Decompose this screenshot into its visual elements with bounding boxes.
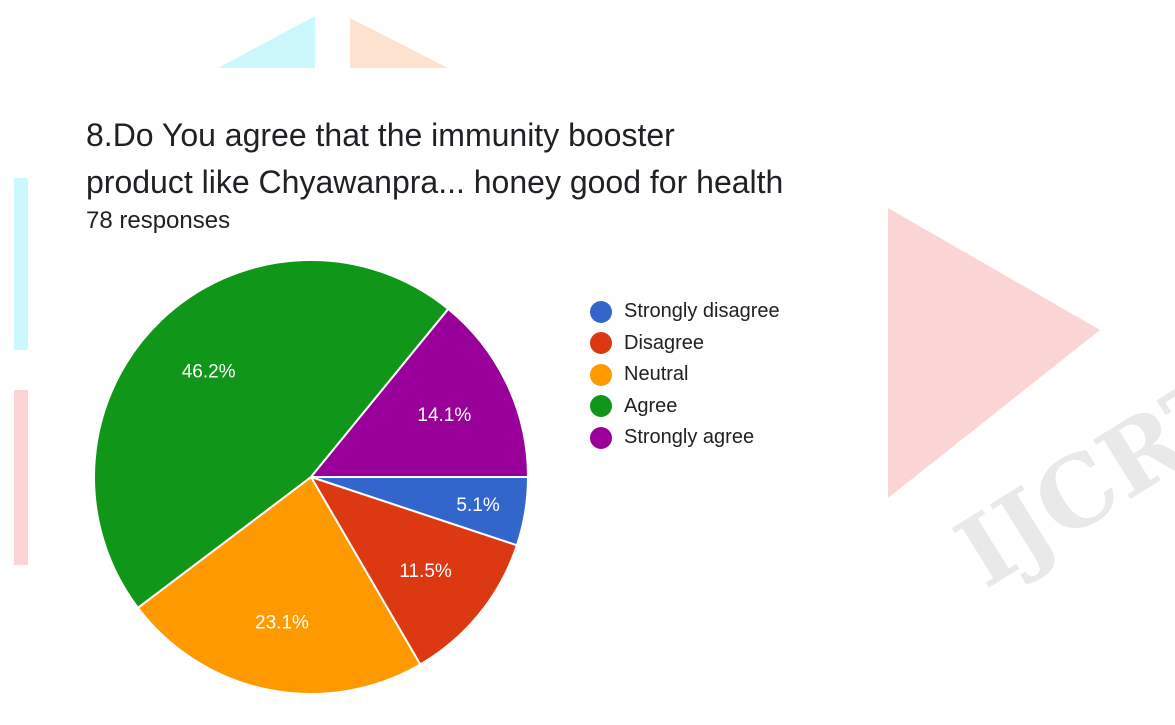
legend-item-strongly-disagree: Strongly disagree (590, 296, 780, 328)
chart-title: 8.Do You agree that the immunity booster… (86, 112, 846, 206)
chart-title-line-2: product like Chyawanpra... honey good fo… (86, 164, 784, 200)
legend-item-agree: Agree (590, 391, 780, 423)
legend-label: Disagree (624, 331, 705, 354)
chart-legend: Strongly disagree Disagree Neutral Agree… (590, 296, 780, 454)
pie-slice-agree (93, 259, 450, 610)
pie-data-label-agree: 46.2% (182, 362, 236, 383)
legend-item-disagree: Disagree (590, 328, 780, 360)
pie-data-label-strongly-disagree: 5.1% (456, 495, 499, 516)
pie-slice-disagree (308, 475, 519, 666)
pie-slice-strongly-agree (308, 307, 530, 478)
legend-swatch-strongly-agree (590, 426, 612, 449)
pie-data-label-disagree: 11.5% (399, 561, 452, 582)
response-count: 78 responses (86, 207, 231, 234)
pie-slice-neutral (136, 475, 422, 695)
pie-data-label-neutral: 23.1% (255, 613, 309, 634)
legend-label: Strongly disagree (624, 300, 780, 323)
legend-swatch-agree (590, 395, 612, 418)
pie-data-label-strongly-agree: 14.1% (417, 405, 471, 426)
legend-label: Agree (624, 394, 678, 417)
legend-swatch-strongly-disagree (590, 300, 612, 323)
legend-label: Neutral (624, 363, 689, 386)
legend-swatch-neutral (590, 363, 612, 386)
legend-item-strongly-agree: Strongly agree (590, 422, 780, 454)
chart-title-line-1: 8.Do You agree that the immunity booster (86, 117, 675, 153)
legend-item-neutral: Neutral (590, 359, 780, 391)
legend-label: Strongly agree (624, 426, 755, 449)
legend-swatch-disagree (590, 332, 612, 355)
